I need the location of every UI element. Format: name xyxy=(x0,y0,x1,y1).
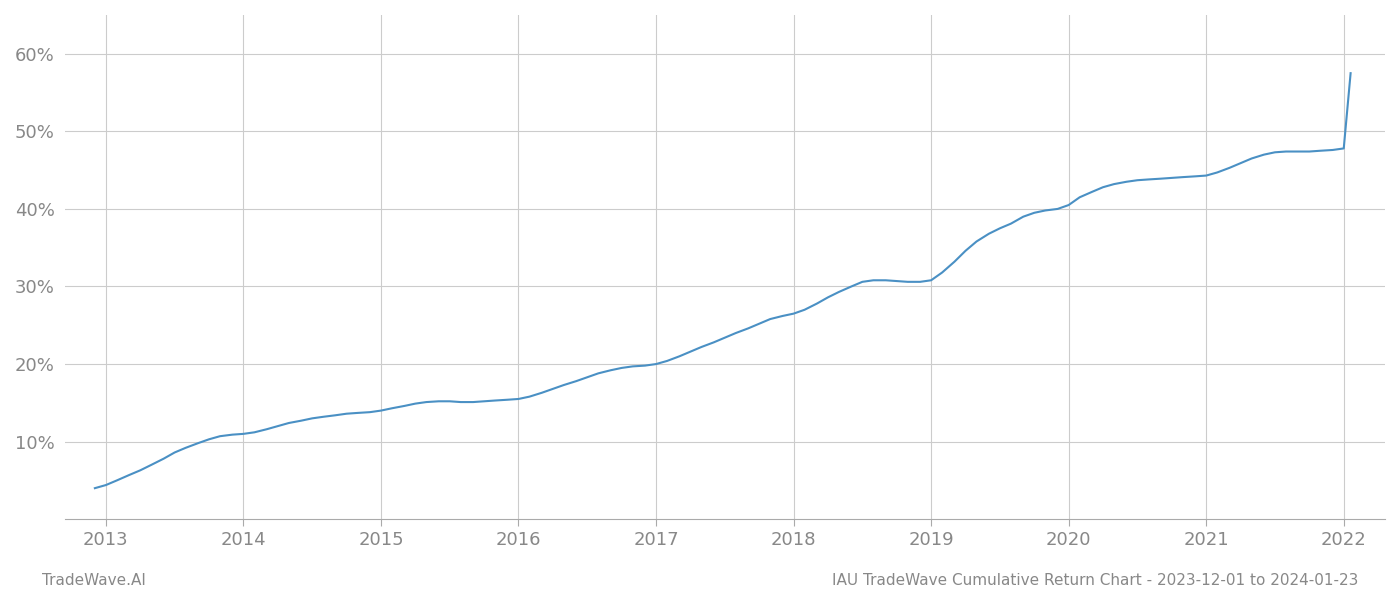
Text: TradeWave.AI: TradeWave.AI xyxy=(42,573,146,588)
Text: IAU TradeWave Cumulative Return Chart - 2023-12-01 to 2024-01-23: IAU TradeWave Cumulative Return Chart - … xyxy=(832,573,1358,588)
